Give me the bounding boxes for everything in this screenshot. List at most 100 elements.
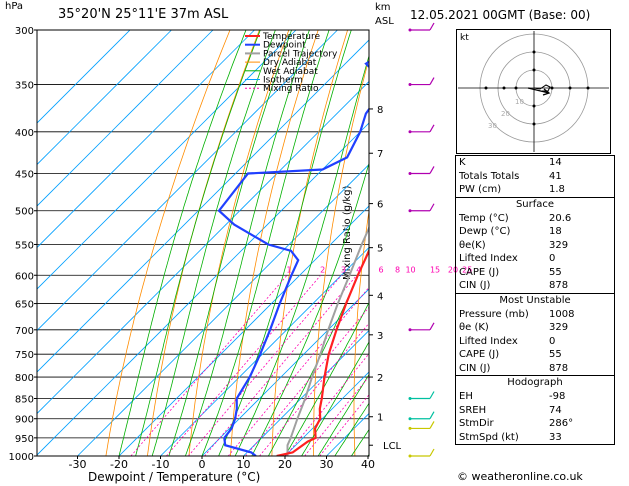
wind-barb-flag — [429, 22, 435, 31]
isotherm-line — [284, 371, 369, 456]
pressure-tick-label: 1000 — [9, 452, 34, 463]
wind-barb-base — [408, 454, 412, 458]
mixing-ratio-label: 8 — [395, 265, 400, 274]
pressure-tick-label: 300 — [15, 26, 34, 37]
wind-barb-base — [408, 171, 412, 175]
temperature-tick-label: -20 — [110, 458, 128, 471]
surface-row: Temp (°C) 20.6 — [459, 212, 572, 224]
wind-barb-base — [408, 83, 412, 87]
credit-text: © weatheronline.co.uk — [457, 470, 583, 483]
legend-label: Isotherm — [263, 76, 303, 86]
km-tick-label: 7 — [377, 149, 383, 160]
mu-row: Pressure (mb) 1008 — [459, 308, 575, 320]
index-row-pw: PW (cm) 1.8 — [459, 184, 565, 195]
hodograph-kt-label: kt — [460, 33, 469, 43]
wind-barb-flag — [429, 166, 435, 174]
indices-block: K 14 Totals Totals 41 PW (cm) 1.8 — [455, 155, 615, 198]
km-tick-label: 8 — [377, 105, 383, 116]
isotherm-line — [37, 80, 369, 415]
legend-label: Temperature — [262, 32, 320, 42]
parcel-trajectory-line — [286, 225, 369, 456]
mu-row: Lifted Index 0 — [459, 335, 556, 347]
isotherm-line — [160, 246, 369, 456]
surface-row: θe(K) 329 — [459, 239, 569, 251]
isotherm-line — [37, 30, 338, 332]
isotherm-line — [37, 30, 131, 124]
hodo-ring-label-20: 20 — [501, 110, 510, 118]
km-label: km — [375, 2, 391, 13]
wet-adiabat-line — [317, 373, 369, 456]
wet-adiabat-line — [168, 30, 292, 456]
wind-barb-flag — [429, 448, 435, 457]
km-tick-label: 4 — [377, 291, 383, 302]
temperature-tick-label: 10 — [237, 458, 251, 471]
mixing-ratio-label: 2 — [320, 265, 325, 274]
wind-barb-base — [408, 426, 412, 430]
isotherm-line — [77, 163, 369, 456]
km-tick-label: 3 — [377, 331, 383, 342]
dry-adiabat-line — [105, 30, 231, 456]
pressure-tick-label: 700 — [15, 326, 34, 337]
mixing-ratio-line — [285, 353, 369, 456]
pressure-tick-label: 750 — [15, 350, 34, 361]
location-title: 35°20'N 25°11'E 37m ASL — [58, 7, 229, 22]
mixing-ratio-label: 4 — [356, 265, 361, 274]
wind-barb-base — [408, 396, 412, 400]
temperature-tick-label: -10 — [152, 458, 170, 471]
lcl-label: LCL — [383, 441, 402, 452]
surface-row: CAPE (J) 55 — [459, 266, 562, 278]
mixing-ratio-line — [188, 274, 342, 456]
temperature-tick-label: 40 — [361, 458, 375, 471]
wet-adiabat-line — [301, 341, 369, 456]
wind-barb-flag — [429, 391, 435, 399]
surface-row: Dewp (°C) 18 — [459, 226, 562, 237]
mixing-ratio-label: 1 — [287, 265, 292, 274]
dry-adiabat-line — [353, 208, 369, 456]
km-tick-label: 2 — [377, 373, 383, 384]
index-row-k: K 14 — [459, 157, 562, 168]
mixing-ratio-label: 3 — [341, 265, 346, 274]
isotherm-line — [37, 30, 255, 249]
hodo-ring-label-10: 10 — [515, 98, 524, 106]
km-tick-label: 5 — [377, 244, 383, 255]
temperature-tick-label: 0 — [199, 458, 206, 471]
wet-adiabat-line — [135, 30, 261, 456]
wind-barb-flag — [429, 411, 435, 420]
wet-adiabat-line — [234, 54, 369, 456]
dewpoint-line — [217, 60, 369, 456]
wet-adiabat-line — [151, 30, 276, 456]
km-tick-label: 6 — [377, 200, 383, 211]
isotherm-line — [37, 30, 172, 166]
hodo-row: StmDir 286° — [459, 418, 574, 429]
km-tick-label: 1 — [377, 413, 383, 424]
isotherm-line — [201, 288, 369, 456]
mixing-ratio-line — [259, 322, 369, 456]
wind-barb-base — [408, 209, 412, 213]
hodo-row: SREH 74 — [459, 404, 562, 416]
most-unstable-block: Most Unstable Pressure (mb) 1008 θe (K) 32… — [455, 292, 615, 376]
index-row-totals: Totals Totals 41 — [459, 170, 562, 182]
dry-adiabat-line — [147, 30, 260, 456]
isotherm-line — [37, 122, 369, 456]
legend-label: Dry Adiabat — [263, 58, 317, 68]
pressure-tick-label: 550 — [15, 240, 34, 251]
temperature-tick-label: 30 — [320, 458, 334, 471]
temperature-tick-label: -30 — [69, 458, 87, 471]
hodo-storm-motion-arrow — [527, 87, 551, 96]
pressure-tick-label: 500 — [15, 207, 34, 218]
temperature-line — [276, 248, 369, 456]
surface-row: Lifted Index 0 — [459, 253, 556, 264]
wind-barb-base — [408, 328, 412, 332]
isotherm-line — [37, 30, 297, 290]
wet-adiabat-line — [118, 30, 247, 456]
mixing-ratio-line — [204, 274, 358, 456]
mixing-ratio-label: 20 — [448, 265, 458, 274]
hodograph-block: Hodograph EH -98 SREH 74 StmDir 286° StmSpd… — [455, 375, 615, 445]
isotherm-line — [37, 30, 214, 207]
datetime-title: 12.05.2021 00GMT (Base: 00) — [410, 8, 591, 22]
wind-barb-base — [408, 28, 412, 32]
isotherm-line — [243, 329, 369, 456]
pressure-tick-label: 450 — [15, 169, 34, 180]
